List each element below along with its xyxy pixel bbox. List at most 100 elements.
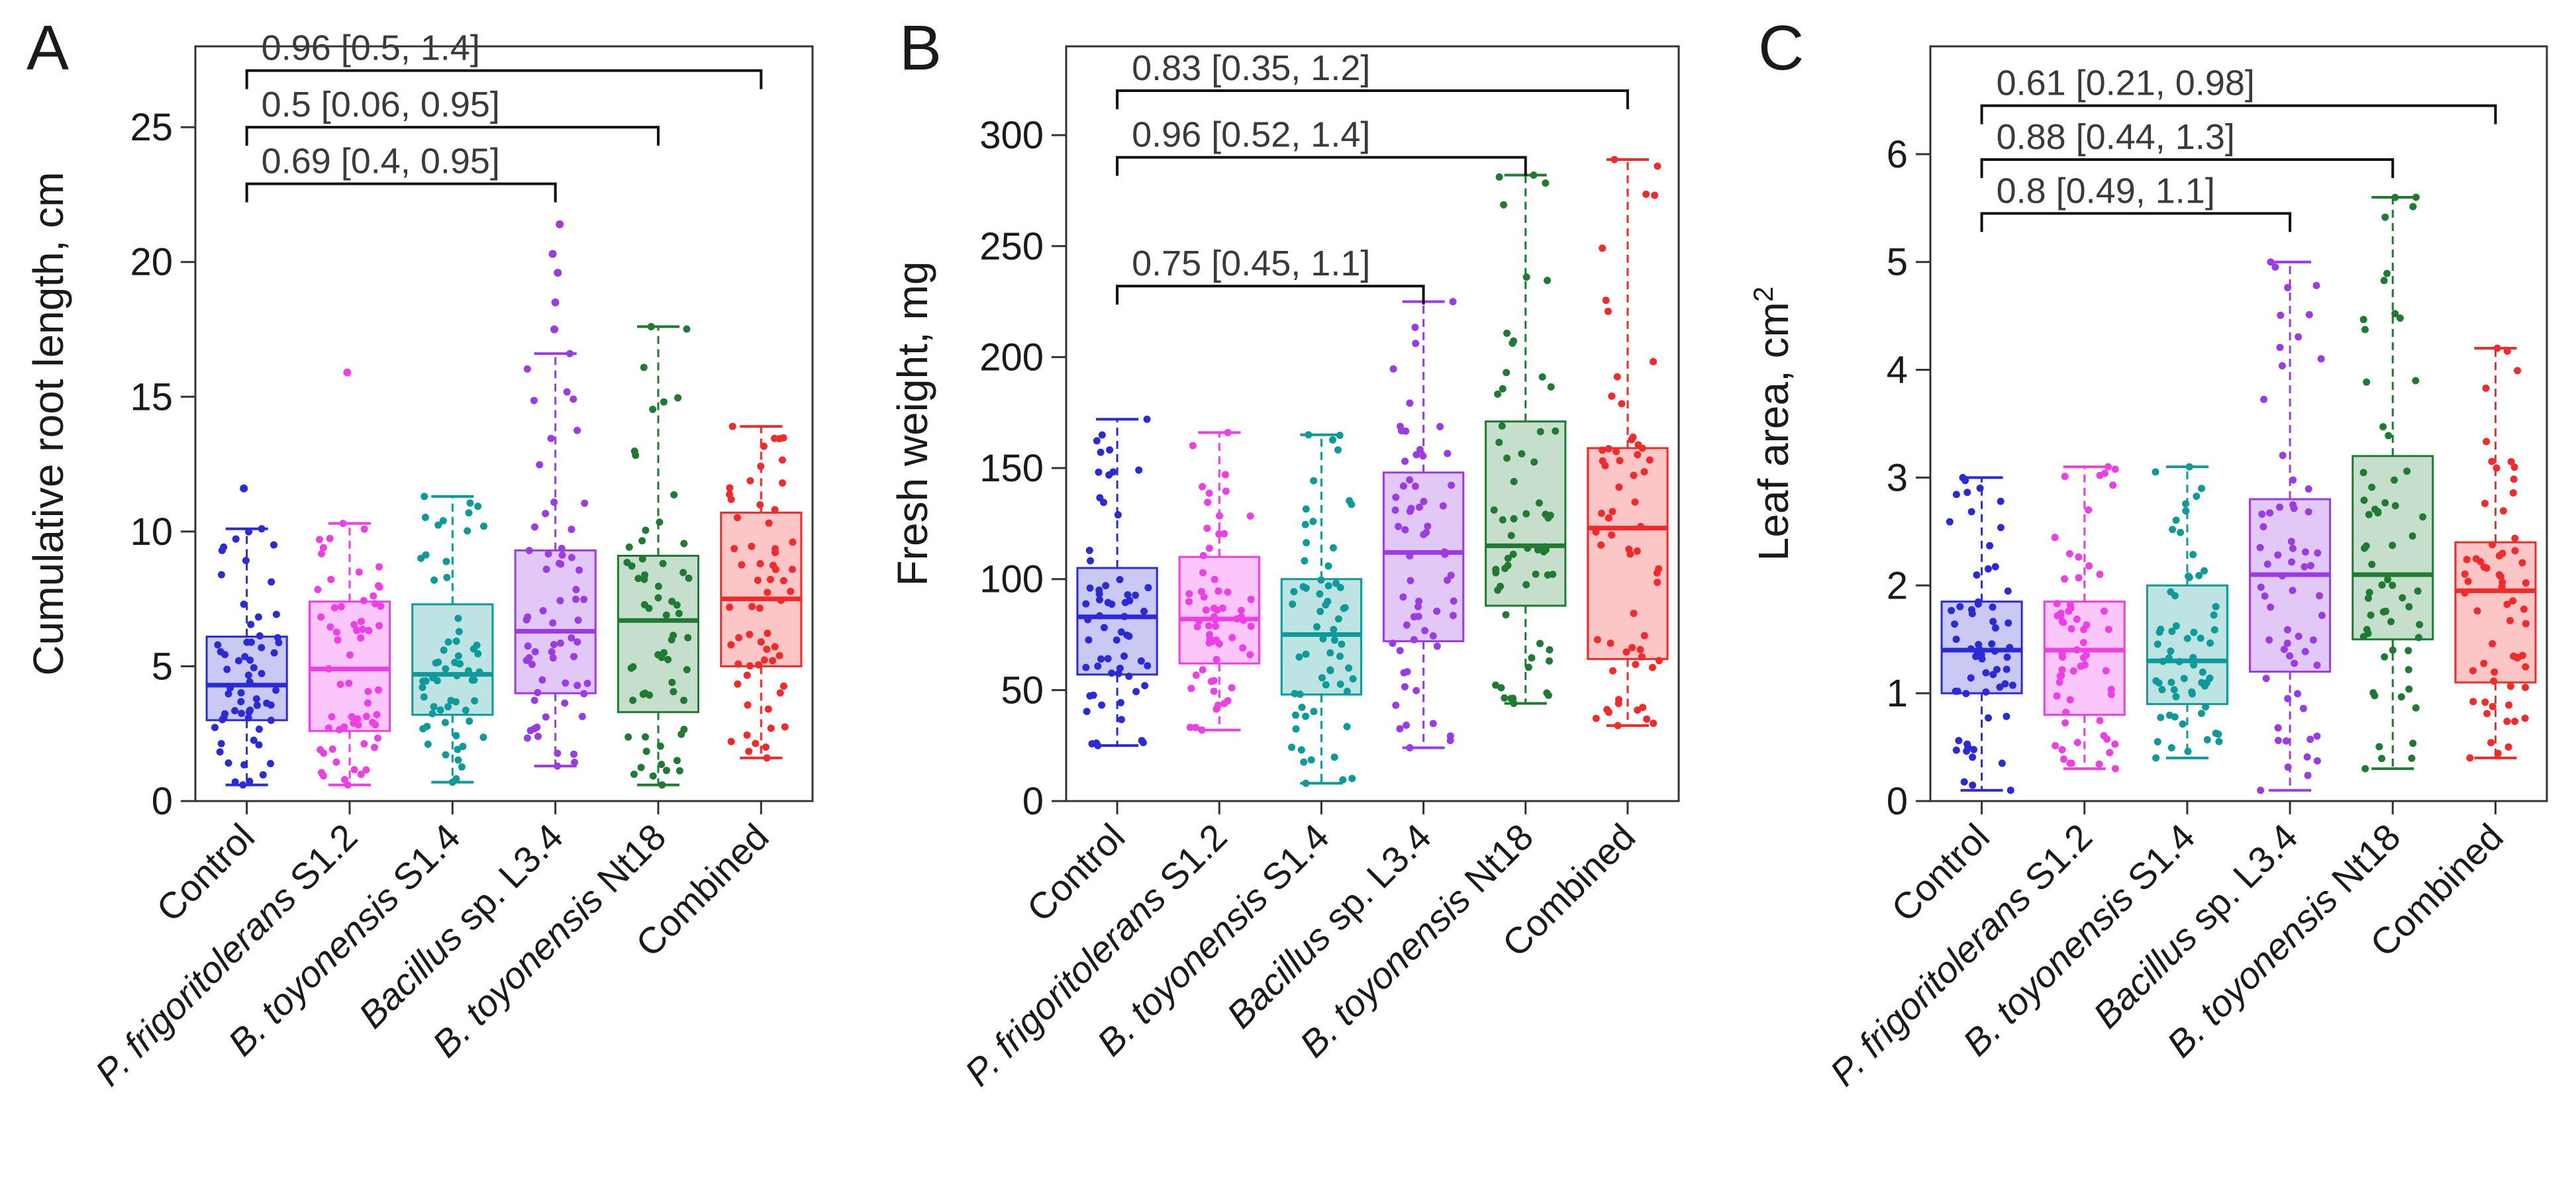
data-point	[1246, 512, 1254, 520]
data-point	[2215, 738, 2223, 745]
data-point	[1522, 581, 1530, 589]
outlier-point	[343, 368, 352, 377]
data-point	[1599, 446, 1607, 454]
box-body	[308, 600, 391, 732]
data-point	[1310, 477, 1318, 485]
data-point	[250, 736, 258, 744]
data-point	[1654, 162, 1661, 170]
data-point	[2075, 553, 2083, 561]
data-point	[2303, 753, 2311, 761]
data-point	[641, 571, 649, 579]
data-point	[1609, 508, 1616, 516]
data-point	[550, 641, 558, 649]
data-point	[1295, 653, 1303, 661]
data-point	[1613, 373, 1621, 381]
data-point	[2361, 765, 2369, 773]
data-point	[638, 537, 646, 545]
data-point	[238, 710, 246, 718]
data-point	[571, 759, 579, 767]
data-point	[247, 620, 255, 628]
data-point	[1959, 473, 1967, 481]
data-point	[630, 770, 638, 778]
data-point	[464, 527, 471, 535]
data-point	[1117, 628, 1125, 636]
data-point	[1313, 623, 1321, 631]
data-point	[1522, 510, 1530, 518]
data-point	[255, 725, 263, 733]
data-point	[1116, 575, 1124, 583]
data-point	[2067, 759, 2075, 767]
data-point	[2154, 640, 2161, 648]
data-point	[2172, 516, 2180, 524]
data-point	[727, 641, 735, 649]
data-point	[358, 626, 366, 634]
y-tick-label-a-0: 0	[152, 780, 173, 823]
data-point	[743, 731, 751, 739]
data-point	[1952, 746, 1960, 754]
data-point	[2389, 646, 2397, 654]
data-point	[1403, 621, 1411, 629]
plot-frame-b	[1065, 45, 1680, 802]
data-point	[218, 547, 226, 555]
data-point	[2185, 573, 2193, 581]
data-point	[2056, 672, 2064, 680]
data-point	[375, 583, 383, 591]
data-point	[2282, 737, 2290, 745]
data-point	[1213, 705, 1220, 713]
data-point	[1605, 514, 1612, 522]
data-point	[2306, 736, 2314, 743]
data-point	[1614, 722, 1622, 730]
data-point	[762, 743, 769, 751]
data-point	[2375, 743, 2383, 751]
data-point	[246, 706, 254, 714]
data-point	[523, 365, 531, 373]
data-point	[1436, 422, 1444, 430]
data-point	[1302, 712, 1310, 720]
data-point	[746, 662, 754, 670]
data-point	[324, 724, 332, 732]
data-point	[1974, 598, 1982, 606]
data-point	[642, 747, 650, 755]
data-point	[1956, 602, 1964, 610]
data-point	[474, 502, 482, 510]
data-point	[1117, 716, 1125, 724]
data-point	[646, 691, 654, 699]
data-point	[525, 547, 533, 555]
data-point	[1343, 687, 1351, 695]
data-point	[680, 696, 688, 704]
data-point	[1097, 655, 1105, 663]
data-point	[2210, 611, 2218, 619]
box-b-4	[1485, 171, 1567, 707]
y-tick-label-b-2: 100	[979, 558, 1044, 601]
data-point	[1185, 590, 1193, 598]
data-point	[326, 623, 334, 631]
data-point	[2167, 647, 2175, 655]
data-point	[2414, 587, 2422, 595]
data-point	[1199, 666, 1207, 674]
data-point	[1210, 687, 1218, 695]
data-point	[1098, 701, 1106, 709]
data-point	[1599, 457, 1607, 465]
data-point	[778, 456, 786, 464]
data-point	[1302, 650, 1310, 658]
data-point	[2396, 314, 2404, 322]
data-point	[1448, 481, 1456, 489]
data-point	[2404, 666, 2412, 674]
data-point	[2066, 601, 2074, 609]
data-point	[1114, 511, 1122, 519]
data-point	[673, 601, 681, 609]
data-point	[2368, 560, 2376, 568]
data-point	[2371, 505, 2379, 513]
data-point	[344, 781, 352, 789]
data-point	[1612, 448, 1620, 455]
data-point	[536, 461, 544, 469]
data-point	[637, 763, 645, 771]
data-point	[556, 559, 564, 567]
box-a-5	[720, 422, 803, 762]
box-c-5	[2454, 344, 2537, 762]
data-point	[1093, 437, 1101, 445]
data-point	[1499, 385, 1507, 393]
y-tick-label-b-1: 50	[1001, 669, 1044, 712]
data-point	[675, 767, 683, 775]
data-point	[2490, 677, 2498, 685]
